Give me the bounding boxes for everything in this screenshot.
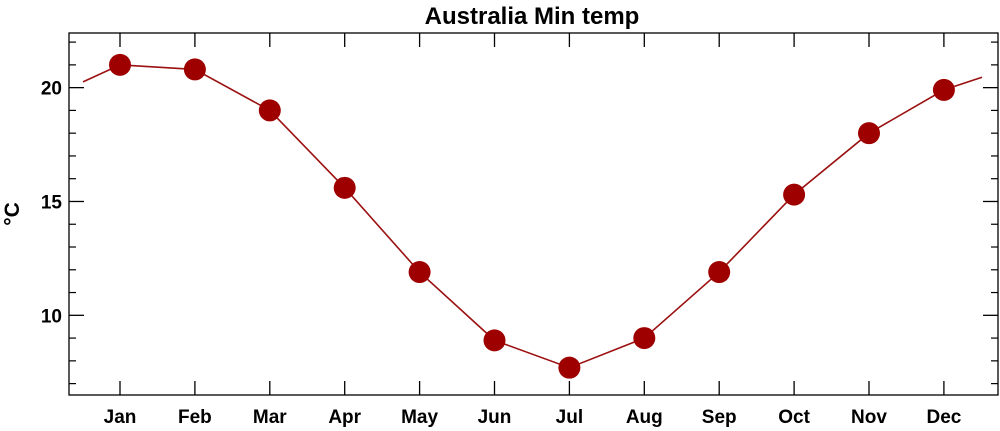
- x-tick-label-aug: Aug: [626, 407, 663, 428]
- data-point-may: [408, 261, 431, 284]
- x-tick-label-jun: Jun: [478, 407, 512, 428]
- data-point-feb: [183, 58, 206, 81]
- series-layer: [82, 53, 983, 379]
- data-point-dec: [932, 78, 955, 101]
- axes: Jan Feb Mar Apr May Jun Jul Aug Sep Oct Nov Dec 10 15…: [41, 33, 998, 428]
- x-tick-label-feb: Feb: [178, 407, 212, 428]
- y-tick-label-15: 15: [41, 192, 63, 213]
- x-tick-label-mar: Mar: [253, 407, 287, 428]
- data-point-jun: [483, 329, 506, 352]
- data-point-jan: [109, 53, 131, 76]
- data-point-aug: [633, 327, 656, 350]
- x-tick-label-nov: Nov: [851, 407, 887, 428]
- data-point-sep: [708, 261, 731, 284]
- y-tick-label-20: 20: [41, 79, 62, 100]
- x-tick-label-oct: Oct: [778, 407, 810, 428]
- data-point-jul: [558, 356, 581, 379]
- y-tick-label-10: 10: [41, 306, 62, 327]
- data-point-mar: [258, 99, 281, 122]
- y-axis-label: °C: [1, 202, 24, 226]
- data-point-oct: [783, 183, 806, 206]
- x-tick-label-may: May: [401, 407, 438, 428]
- data-point-apr: [333, 176, 356, 199]
- x-tick-label-dec: Dec: [926, 407, 961, 428]
- series-line: [82, 64, 983, 369]
- x-tick-label-jul: Jul: [556, 407, 583, 428]
- x-tick-label-apr: Apr: [328, 407, 361, 428]
- chart-title: Australia Min temp: [425, 3, 640, 30]
- plot-frame: [68, 32, 999, 396]
- x-tick-label-jan: Jan: [104, 407, 137, 428]
- data-point-nov: [858, 122, 880, 145]
- x-tick-label-sep: Sep: [702, 407, 737, 428]
